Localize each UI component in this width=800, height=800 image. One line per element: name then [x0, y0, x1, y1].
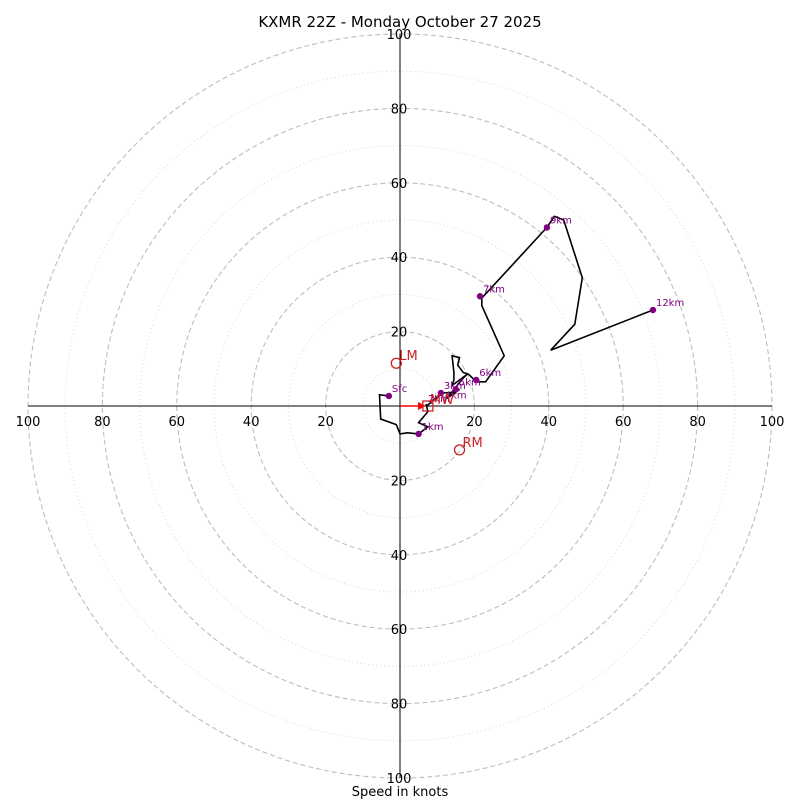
- storm-marker-RM: [453, 444, 466, 456]
- storm-motion-markers: LM RM MW: [390, 349, 483, 456]
- tick-labels: 100 100 80 80 60 60 40 40 20 20 20 20 40 40 60 60 80 80 10…: [16, 28, 785, 787]
- height-label-12km: 12km: [656, 298, 684, 309]
- height-label-6km: 6km: [479, 368, 501, 379]
- y-tick-label: 60: [391, 623, 408, 638]
- height-dot-7km: [476, 293, 484, 300]
- x-tick-label: 40: [243, 415, 260, 430]
- x-axis-label: Speed in knots: [352, 785, 449, 800]
- height-label-Sfc: Sfc: [392, 384, 407, 395]
- height-label-7km: 7km: [483, 284, 505, 295]
- y-tick-label: 20: [391, 474, 408, 489]
- storm-marker-LM: [390, 357, 402, 369]
- height-label-2km: 2km: [428, 394, 450, 405]
- storm-label-RM: RM: [463, 436, 483, 451]
- y-tick-label: 20: [391, 326, 408, 341]
- height-dot-1km: [415, 430, 422, 438]
- height-label-9km: 9km: [550, 215, 572, 226]
- height-label-4km: 4km: [445, 390, 467, 401]
- x-tick-label: 20: [466, 415, 483, 430]
- y-tick-label: 40: [391, 251, 408, 266]
- y-tick-label: 100: [387, 28, 412, 43]
- chart-title: KXMR 22Z - Monday October 27 2025: [258, 13, 541, 31]
- mean-wind-label: MW: [430, 393, 454, 408]
- x-tick-label: 40: [541, 415, 558, 430]
- height-dot-6km: [473, 376, 480, 384]
- height-label-1km: 1km: [422, 422, 444, 433]
- height-dot-9km: [543, 224, 551, 231]
- storm-label-LM: LM: [399, 349, 417, 364]
- x-tick-label: 20: [317, 415, 334, 430]
- y-tick-label: 100: [387, 772, 412, 787]
- height-dot-Sfc: [385, 392, 393, 400]
- hodograph-trace: [378, 215, 654, 435]
- x-tick-label: 80: [94, 415, 111, 430]
- hodograph-trace-group: [378, 215, 654, 435]
- height-dot-3km: [437, 389, 445, 397]
- y-tick-label: 40: [391, 549, 408, 564]
- x-tick-label: 100: [16, 415, 41, 430]
- x-tick-label: 100: [760, 415, 785, 430]
- y-tick-label: 80: [391, 102, 408, 117]
- shear-vector-arrowhead: [418, 402, 427, 410]
- height-markers: Sfc1km3km5km6km7km9km12km2km4km: [385, 215, 684, 438]
- mean-wind-marker: [422, 400, 434, 412]
- x-tick-label: 80: [689, 415, 706, 430]
- x-tick-label: 60: [615, 415, 632, 430]
- x-tick-label: 60: [169, 415, 186, 430]
- height-dot-5km: [452, 386, 459, 393]
- y-tick-label: 80: [391, 698, 408, 713]
- y-tick-label: 60: [391, 177, 408, 192]
- height-label-5km: 5km: [459, 377, 481, 388]
- height-dot-12km: [649, 306, 657, 314]
